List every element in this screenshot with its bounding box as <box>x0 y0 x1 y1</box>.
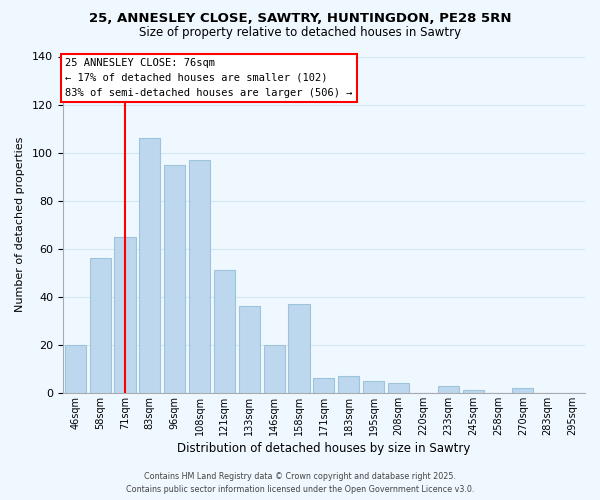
Bar <box>388 384 409 393</box>
Bar <box>189 160 210 393</box>
Bar <box>139 138 160 393</box>
Bar <box>338 376 359 393</box>
Text: Size of property relative to detached houses in Sawtry: Size of property relative to detached ho… <box>139 26 461 39</box>
Bar <box>363 381 384 393</box>
Bar <box>115 236 136 393</box>
Text: 25 ANNESLEY CLOSE: 76sqm
← 17% of detached houses are smaller (102)
83% of semi-: 25 ANNESLEY CLOSE: 76sqm ← 17% of detach… <box>65 58 353 98</box>
Bar <box>239 306 260 393</box>
Text: 25, ANNESLEY CLOSE, SAWTRY, HUNTINGDON, PE28 5RN: 25, ANNESLEY CLOSE, SAWTRY, HUNTINGDON, … <box>89 12 511 26</box>
Bar <box>463 390 484 393</box>
Bar <box>89 258 110 393</box>
Bar <box>214 270 235 393</box>
Bar <box>512 388 533 393</box>
Bar <box>437 386 459 393</box>
Bar <box>65 345 86 393</box>
Text: Contains HM Land Registry data © Crown copyright and database right 2025.
Contai: Contains HM Land Registry data © Crown c… <box>126 472 474 494</box>
Bar <box>289 304 310 393</box>
X-axis label: Distribution of detached houses by size in Sawtry: Distribution of detached houses by size … <box>177 442 470 455</box>
Bar <box>313 378 334 393</box>
Bar <box>164 164 185 393</box>
Bar <box>263 345 285 393</box>
Y-axis label: Number of detached properties: Number of detached properties <box>15 137 25 312</box>
